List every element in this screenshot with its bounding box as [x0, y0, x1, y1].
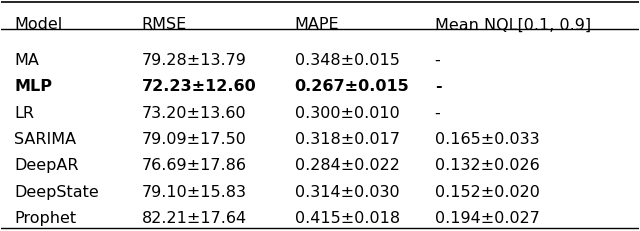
Text: 0.300±0.010: 0.300±0.010 [294, 105, 399, 120]
Text: 0.348±0.015: 0.348±0.015 [294, 53, 399, 68]
Text: 0.194±0.027: 0.194±0.027 [435, 210, 540, 225]
Text: LR: LR [14, 105, 34, 120]
Text: -: - [435, 105, 440, 120]
Text: 76.69±17.86: 76.69±17.86 [141, 158, 246, 173]
Text: 0.152±0.020: 0.152±0.020 [435, 184, 540, 199]
Text: -: - [435, 53, 440, 68]
Text: Prophet: Prophet [14, 210, 76, 225]
Text: 0.318±0.017: 0.318±0.017 [294, 131, 399, 146]
Text: MAPE: MAPE [294, 17, 339, 32]
Text: 72.23±12.60: 72.23±12.60 [141, 79, 257, 94]
Text: 79.10±15.83: 79.10±15.83 [141, 184, 246, 199]
Text: MA: MA [14, 53, 39, 68]
Text: 0.165±0.033: 0.165±0.033 [435, 131, 540, 146]
Text: 0.314±0.030: 0.314±0.030 [294, 184, 399, 199]
Text: 0.284±0.022: 0.284±0.022 [294, 158, 399, 173]
Text: -: - [435, 79, 442, 94]
Text: SARIMA: SARIMA [14, 131, 76, 146]
Text: 73.20±13.60: 73.20±13.60 [141, 105, 246, 120]
Text: 79.28±13.79: 79.28±13.79 [141, 53, 246, 68]
Text: 82.21±17.64: 82.21±17.64 [141, 210, 246, 225]
Text: 0.267±0.015: 0.267±0.015 [294, 79, 409, 94]
Text: 0.415±0.018: 0.415±0.018 [294, 210, 399, 225]
Text: RMSE: RMSE [141, 17, 187, 32]
Text: 79.09±17.50: 79.09±17.50 [141, 131, 246, 146]
Text: Model: Model [14, 17, 62, 32]
Text: DeepAR: DeepAR [14, 158, 79, 173]
Text: 0.132±0.026: 0.132±0.026 [435, 158, 540, 173]
Text: MLP: MLP [14, 79, 52, 94]
Text: DeepState: DeepState [14, 184, 99, 199]
Text: Mean NQL[0.1, 0.9]: Mean NQL[0.1, 0.9] [435, 17, 591, 32]
